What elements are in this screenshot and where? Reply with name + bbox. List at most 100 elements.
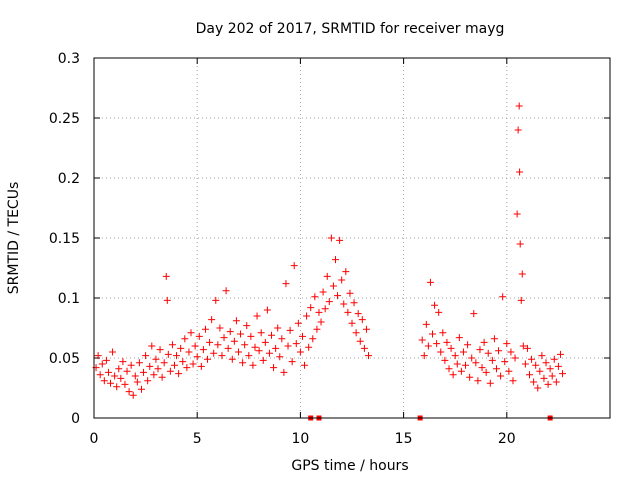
data-point <box>181 335 189 343</box>
data-point <box>334 292 342 300</box>
data-point <box>443 338 451 346</box>
data-point <box>530 378 538 386</box>
data-point <box>150 371 158 379</box>
data-point <box>140 368 148 376</box>
grid <box>94 58 610 418</box>
data-point <box>117 374 125 382</box>
data-point <box>538 352 546 360</box>
data-point <box>516 240 524 248</box>
data-point <box>480 338 488 346</box>
data-point <box>420 352 428 360</box>
data-point <box>344 308 352 316</box>
data-point <box>129 391 137 399</box>
data-point <box>518 270 526 278</box>
data-point <box>241 341 249 349</box>
data-point <box>336 236 344 244</box>
data-point <box>354 310 362 318</box>
data-point <box>495 347 503 355</box>
data-point <box>288 358 296 366</box>
data-point <box>447 344 455 352</box>
data-point <box>152 355 160 363</box>
data-point <box>197 362 205 370</box>
data-point <box>426 278 434 286</box>
data-point <box>459 348 467 356</box>
y-axis-label: SRMTID / TECUs <box>6 182 22 295</box>
data-point <box>453 360 461 368</box>
data-point <box>175 370 183 378</box>
data-point <box>327 234 335 242</box>
data-point <box>298 332 306 340</box>
data-point <box>210 349 218 357</box>
data-point <box>517 296 525 304</box>
data-point <box>177 344 185 352</box>
data-point <box>516 168 524 176</box>
data-point <box>206 338 214 346</box>
data-point <box>183 364 191 372</box>
data-point <box>511 354 519 362</box>
data-point <box>131 372 139 380</box>
data-point <box>350 299 358 307</box>
data-point <box>303 312 311 320</box>
data-point <box>526 371 534 379</box>
data-point <box>268 331 276 339</box>
data-point <box>435 308 443 316</box>
x-tick-label: 10 <box>291 431 309 447</box>
data-point <box>482 368 490 376</box>
data-point <box>160 359 168 367</box>
data-point <box>507 348 515 356</box>
data-point <box>499 293 507 301</box>
data-point <box>247 332 255 340</box>
data-point <box>263 306 271 314</box>
data-point <box>552 378 560 386</box>
x-tick-label: 5 <box>193 431 202 447</box>
data-point <box>222 287 230 295</box>
data-point <box>342 268 350 276</box>
data-point <box>340 300 348 308</box>
data-point <box>474 377 482 385</box>
data-point <box>166 367 174 375</box>
data-point <box>484 349 492 357</box>
data-point <box>466 373 474 381</box>
data-point <box>536 367 544 375</box>
data-point <box>228 355 236 363</box>
data-point <box>127 361 135 369</box>
data-point <box>170 361 178 369</box>
data-point <box>270 364 278 372</box>
data-point <box>94 352 102 360</box>
data-point <box>307 304 315 312</box>
data-point <box>189 360 197 368</box>
data-point <box>204 355 212 363</box>
data-point <box>284 342 292 350</box>
data-point <box>146 362 154 370</box>
data-point <box>179 358 187 366</box>
data-point <box>519 342 527 350</box>
data-point <box>451 352 459 360</box>
data-point <box>546 365 554 373</box>
data-point <box>137 385 145 393</box>
data-point <box>232 317 240 325</box>
data-point <box>439 329 447 337</box>
data-point <box>449 371 457 379</box>
data-point <box>468 354 476 362</box>
data-point <box>280 368 288 376</box>
data-point <box>115 365 123 373</box>
data-point <box>173 352 181 360</box>
data-point <box>486 379 494 387</box>
data-point <box>274 324 282 332</box>
data-point <box>321 305 329 313</box>
data-point <box>528 355 536 363</box>
data-point <box>249 361 257 369</box>
data-point <box>445 365 453 373</box>
data-point <box>301 361 309 369</box>
data-point <box>476 346 484 354</box>
data-point <box>195 332 203 340</box>
data-point <box>323 272 331 280</box>
data-point <box>488 356 496 364</box>
data-point <box>305 343 313 351</box>
data-point <box>472 359 480 367</box>
y-tick-label: 0.3 <box>58 51 80 67</box>
data-point <box>164 350 172 358</box>
data-point <box>290 262 298 270</box>
data-point <box>311 293 319 301</box>
data-point <box>296 348 304 356</box>
